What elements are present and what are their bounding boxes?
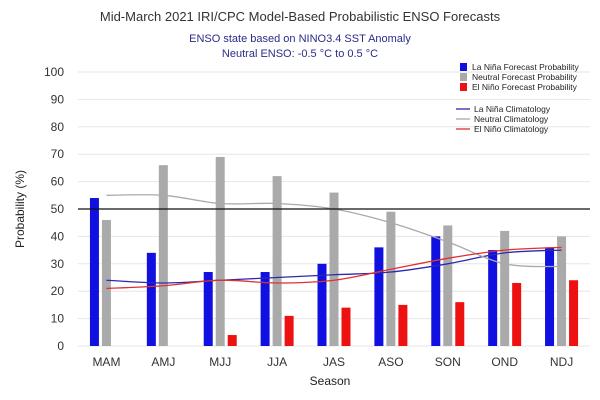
x-tick-label: NDJ <box>550 355 573 369</box>
y-tick-label: 70 <box>51 147 65 161</box>
bar-la-nina <box>374 247 384 346</box>
bar-el-nino <box>398 304 408 346</box>
bar-la-nina <box>317 263 327 346</box>
y-tick-label: 20 <box>51 284 65 298</box>
bar-la-nina <box>488 250 498 346</box>
y-tick-label: 0 <box>57 339 64 353</box>
climatology-line-la-nina <box>106 249 562 284</box>
x-tick-label: MAM <box>92 355 120 369</box>
y-tick-label: 50 <box>51 202 65 216</box>
x-tick-label: MJJ <box>209 355 231 369</box>
legend-label: Neutral Climatology <box>474 114 549 124</box>
legend-swatch-el-nino <box>460 83 467 91</box>
x-tick-label: AMJ <box>151 355 175 369</box>
bar-neutral <box>500 230 510 346</box>
chart-subtitle-line1: ENSO state based on NINO3.4 SST Anomaly <box>189 33 411 45</box>
bar-neutral <box>329 192 339 346</box>
legend-label: La Niña Forecast Probability <box>472 62 580 72</box>
legend-swatch-la-nina <box>460 63 467 71</box>
bar-el-nino <box>512 282 522 346</box>
x-tick-label: JJA <box>267 355 287 369</box>
x-tick-label: JAS <box>323 355 345 369</box>
y-tick-label: 80 <box>51 120 65 134</box>
legend-swatch-neutral <box>460 73 467 81</box>
legend-label: La Niña Climatology <box>474 104 551 114</box>
bar-la-nina <box>431 236 441 346</box>
bar-la-nina <box>89 198 99 346</box>
bar-el-nino <box>341 307 351 346</box>
bar-la-nina <box>146 252 156 346</box>
x-tick-label: SON <box>435 355 461 369</box>
chart-subtitle-line2: Neutral ENSO: -0.5 °C to 0.5 °C <box>222 48 378 60</box>
x-tick-label: ASO <box>378 355 403 369</box>
legend-label: El Niño Climatology <box>474 124 549 134</box>
bar-el-nino <box>569 280 579 346</box>
y-tick-label: 60 <box>51 175 65 189</box>
bar-neutral <box>443 225 453 346</box>
bar-el-nino <box>284 315 294 346</box>
bar-neutral <box>386 211 396 346</box>
y-axis-label: Probability (%) <box>13 170 27 248</box>
y-tick-label: 100 <box>44 65 64 79</box>
bar-el-nino <box>227 335 237 346</box>
y-tick-label: 90 <box>51 92 65 106</box>
climatology-line-el-nino <box>106 246 562 290</box>
bar-neutral <box>272 176 282 346</box>
y-tick-label: 30 <box>51 257 65 271</box>
bar-neutral <box>101 219 111 346</box>
bar-neutral <box>215 156 225 346</box>
y-tick-label: 40 <box>51 229 65 243</box>
bar-la-nina <box>260 272 270 346</box>
y-tick-label: 10 <box>51 312 65 326</box>
bar-la-nina <box>203 272 213 346</box>
x-axis-label: Season <box>310 374 351 388</box>
bar-el-nino <box>455 302 465 346</box>
x-tick-label: OND <box>491 355 518 369</box>
bar-neutral <box>158 165 168 346</box>
legend-label: Neutral Forecast Probability <box>472 72 578 82</box>
chart-title: Mid-March 2021 IRI/CPC Model-Based Proba… <box>100 9 501 24</box>
bar-la-nina <box>545 247 555 346</box>
bar-neutral <box>557 236 567 346</box>
legend-label: El Niño Forecast Probability <box>472 82 578 92</box>
